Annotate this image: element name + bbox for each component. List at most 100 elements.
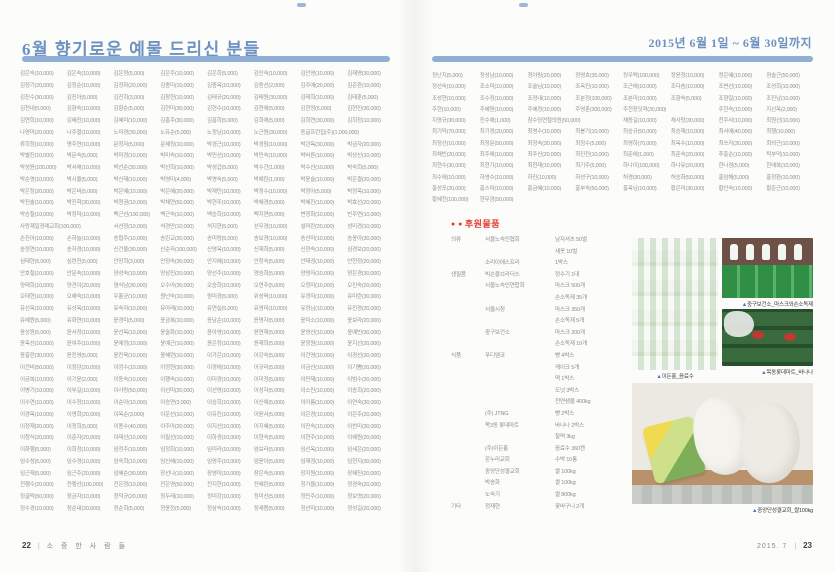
donor-entry: 이미정(5,000) (253, 376, 285, 383)
donor-entry: 윤서정(10,000) (66, 329, 101, 336)
donor-entry: 노근원(30,000) (253, 129, 288, 136)
donor-entry: 최서애(40,000) (718, 129, 753, 136)
donor-entry: 조진남(10,000) (766, 95, 800, 102)
donor-entry: 사랑제일정례교회(100,000) (20, 223, 81, 230)
donor-entry: 김향숙(10,000) (66, 106, 101, 113)
donor-entry: 조분정(100,000) (575, 95, 612, 102)
tiled-floor (632, 484, 813, 504)
donor-entry: 박서애(10,000) (66, 165, 101, 171)
donor-entry: 백승희(10,000) (207, 212, 241, 218)
donor-entry: 박성윤(100,000) (20, 165, 57, 171)
donor-entry: 김진수(30,000) (20, 94, 54, 101)
donor-entry: 원넌숙(10,000) (160, 294, 194, 301)
donor-entry: 최외근(10,000) (766, 140, 800, 147)
donor-entry: 임근재(5,000) (20, 470, 51, 477)
donor-entry: 최현수(30,000) (432, 163, 466, 170)
goods-donor: 중앙단성결교회 (485, 468, 520, 475)
donor-entry: 심련진(5,000) (66, 259, 98, 265)
donor-entry: 박경근(10,000) (207, 141, 241, 148)
donor-entry: 최춘애(1,000) (623, 152, 654, 159)
donor-entry: 정우택(100,000) (623, 73, 660, 79)
goods-item: 마스크 500개 (555, 283, 585, 290)
donor-entry: 윤정원(10,000) (300, 341, 335, 348)
donor-entry: 이운선(10,000) (160, 411, 194, 418)
footer-divider: | (37, 543, 40, 550)
donor-entry: 최승재(10,000) (670, 129, 705, 136)
goods-item: 케이크 5개 (555, 364, 580, 371)
donor-entry: 박민선(10,000) (207, 153, 241, 160)
donor-entry: 정은혜(10,000) (718, 73, 753, 79)
donor-entry: 홍부숙(50,000) (575, 185, 609, 192)
donor-entry: 최쓰카(30,000) (718, 140, 753, 147)
donor-entry: 김종미(10,000) (160, 82, 194, 89)
goods-donor: (주)이든홀 (485, 445, 509, 452)
donor-entry: 장은숙(5,000) (253, 470, 285, 477)
donor-entry: 임미라(10,000) (207, 447, 241, 453)
donor-entry: 임정주(10,000) (113, 447, 148, 453)
goods-category (451, 492, 485, 504)
donor-entry: 이은경(10,000) (300, 411, 335, 418)
donor-entry: 김연희(10,000) (20, 118, 54, 124)
donor-entry: 이정현(30,000) (160, 364, 194, 371)
donor-entry: 김현수(10,000) (207, 106, 241, 113)
donor-entry: 임수성(5,000) (20, 458, 51, 465)
donor-entry: 김태훈(5,000) (347, 94, 378, 101)
donor-entry: 이금복(10,000) (20, 376, 54, 383)
donor-entry: 하진(10,000) (527, 174, 557, 181)
sanitizer-bottle (730, 244, 738, 260)
donor-entry: 홍옥님(10,000) (623, 185, 657, 192)
donor-entry: 송윤아(30,000) (347, 235, 381, 242)
donor-entry: 오혜숙(10,000) (66, 294, 101, 301)
donor-entry: 이경옥(10,000) (20, 411, 54, 418)
donor-entry: 지선옥(2,000) (766, 106, 797, 113)
donor-entry: 김정화(20,000) (113, 82, 148, 89)
goods-category (451, 330, 485, 342)
donor-entry: 정민주(10,000) (300, 494, 335, 500)
donor-entry: 김정기(20,000) (20, 82, 54, 89)
donor-entry: 황인숙(10,000) (718, 185, 753, 192)
donor-entry: 이정수(10,000) (113, 364, 148, 371)
donor-entry: 유아래(10,000) (160, 306, 194, 312)
donor-entry: 이태선(10,000) (113, 435, 148, 442)
donor-entry: 최기주(5,000) (575, 163, 606, 170)
donor-entry: 조다솜(10,000) (670, 84, 705, 91)
donor-entry: 김정순(10,000) (66, 82, 101, 89)
donor-entry: 임윤아(5,000) (253, 458, 285, 465)
donor-entry: 정가을(10,000) (300, 482, 335, 489)
goods-category (451, 423, 485, 435)
donor-entry: 이성자(5,000) (253, 388, 285, 395)
donor-entry: 김인숙(10,000) (253, 71, 288, 77)
donor-entry: 이승연(3,000) (160, 400, 191, 406)
donor-entry: 오승희(10,000) (207, 282, 241, 289)
donor-entry: 안문숙(10,000) (66, 270, 101, 277)
footer-divider: | (794, 543, 797, 550)
donor-entry: 윤진영(5,000) (66, 353, 98, 359)
donor-entry: 박정수(10,000) (253, 188, 288, 195)
donor-entry: 안창숙(5,000) (253, 259, 285, 265)
donor-entry: 최행(10,000) (766, 129, 795, 136)
donor-entry: 최영수(10,000) (527, 129, 562, 136)
donor-entry: 최주애(10,000) (479, 152, 514, 159)
sanitizer-bottle (762, 244, 770, 260)
goods-item: 새옷 10벌 (555, 248, 578, 255)
photo-masks-sanitizer (722, 238, 813, 298)
donor-entry: 김현진(30,000) (347, 106, 381, 113)
donor-entry: 우홀균(10,000) (113, 294, 148, 301)
donor-entry: 황혜전(100,000) (432, 197, 469, 204)
donor-entry: 이유진(10,000) (207, 411, 241, 418)
donor-entry: 최영하(70,000) (623, 140, 657, 147)
goods-item: 빵 4박스 (555, 352, 575, 359)
donor-entry: 이병기(10,000) (20, 388, 54, 395)
donor-entry: 김은숙(10,000) (20, 71, 54, 77)
donor-entry: 김향순(5,000) (113, 106, 145, 113)
donor-entry: 최진전(10,000) (575, 152, 609, 159)
triangle-icon: ▲ (752, 508, 758, 514)
goods-category (451, 411, 485, 423)
donor-entry: 김현미(30,000) (160, 106, 194, 113)
donor-entry: 양삼진(20,000) (160, 270, 194, 277)
donor-entry: 박은정(20,000) (20, 188, 54, 195)
goods-category: 생필품 (451, 271, 466, 278)
donor-entry: 김재영(30,000) (347, 71, 381, 77)
donor-entry: 이행숙(10,000) (160, 376, 194, 383)
donor-entry: 나영미(20,000) (20, 129, 54, 136)
